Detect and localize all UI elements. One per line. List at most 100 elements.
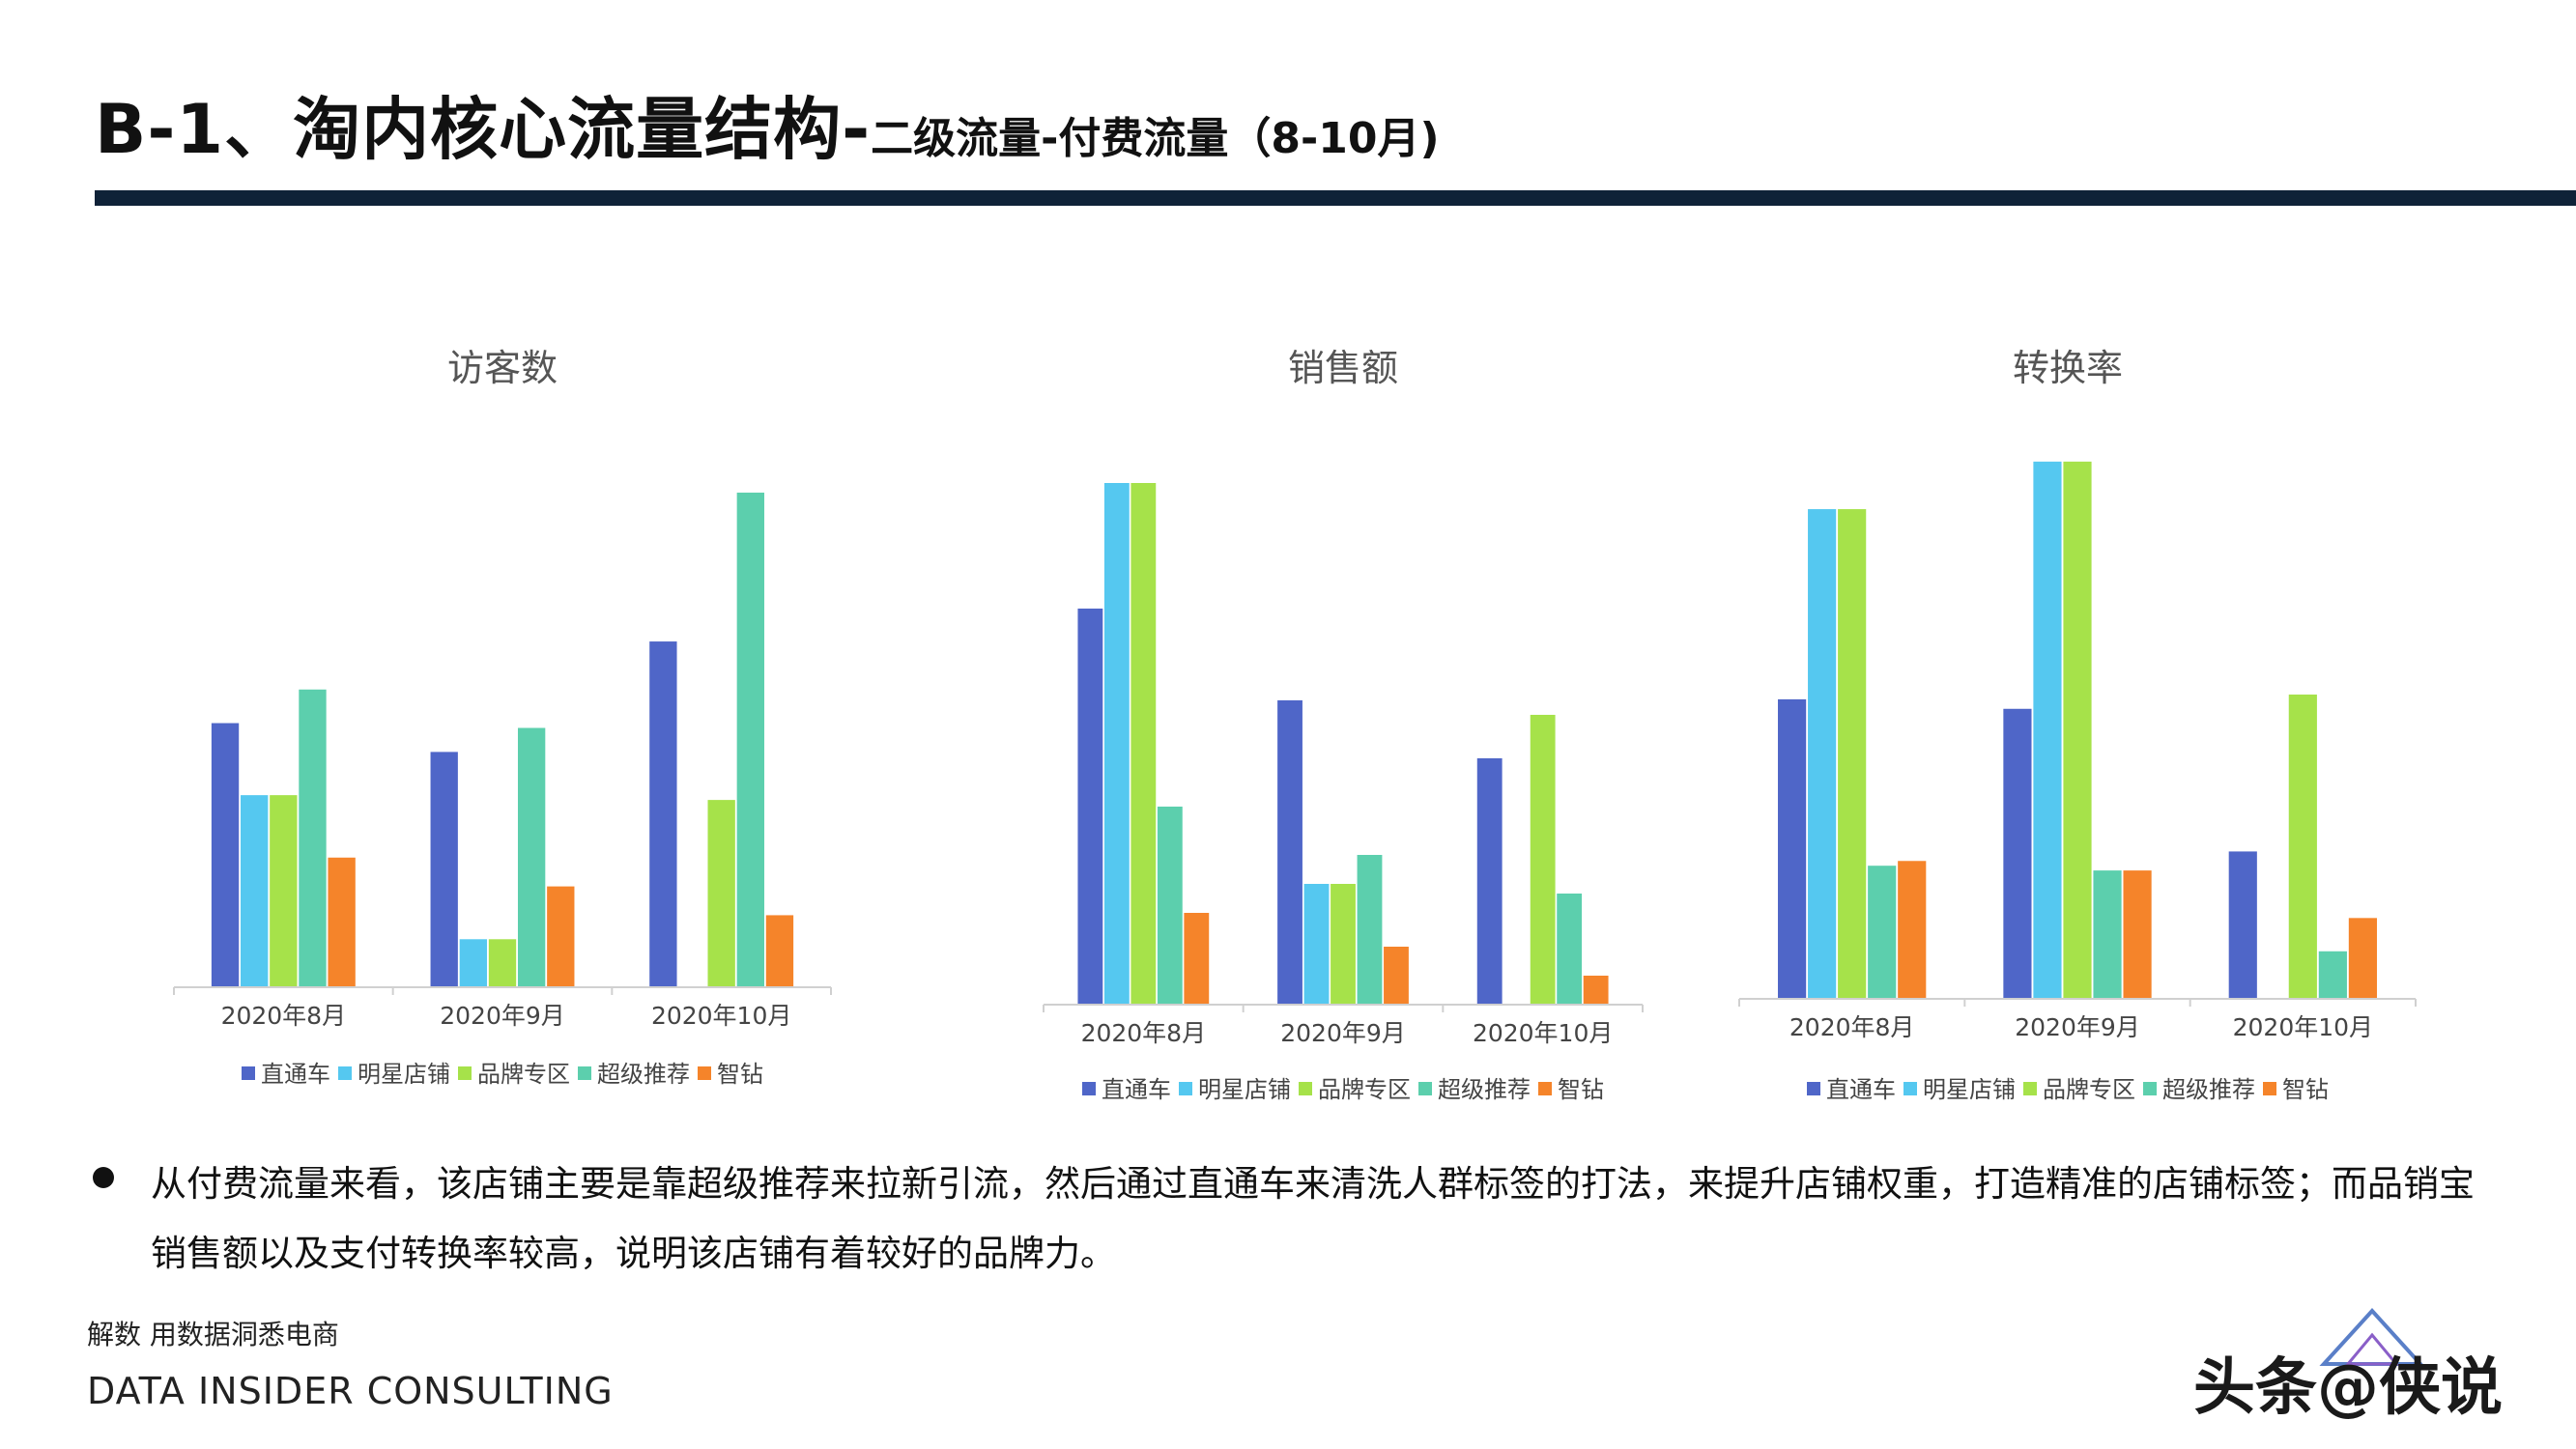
x-tick-label: 2020年8月 <box>1789 1013 1915 1041</box>
legend-item: 品牌专区 <box>1299 1070 1411 1104</box>
bar-智钻-2020年8月 <box>328 857 356 987</box>
legend-swatch <box>1807 1082 1820 1095</box>
legend-swatch <box>2023 1082 2037 1095</box>
bar-直通车-2020年8月 <box>211 723 240 987</box>
bar-品牌专区-2020年8月 <box>270 795 298 987</box>
bar-品牌专区-2020年9月 <box>1331 884 1356 1005</box>
legend-swatch <box>1299 1082 1312 1095</box>
x-tick-label: 2020年8月 <box>1081 1019 1207 1047</box>
bar-直通车-2020年9月 <box>2003 708 2032 999</box>
bar-超级推荐-2020年10月 <box>1557 894 1583 1005</box>
footer-tagline: 解数 用数据洞悉电商 <box>87 1319 339 1350</box>
legend-label: 直通车 <box>1826 1076 1896 1103</box>
legend-label: 智钻 <box>1558 1076 1604 1103</box>
chart-legend: 直通车 明星店铺 品牌专区 超级推荐 智钻 <box>1015 1070 1672 1104</box>
bar-超级推荐-2020年9月 <box>1357 855 1383 1005</box>
legend-item: 超级推荐 <box>578 1055 690 1089</box>
chart-title: 转换率 <box>2012 347 2123 389</box>
bar-超级推荐-2020年10月 <box>736 492 764 987</box>
bar-品牌专区-2020年9月 <box>2063 461 2092 999</box>
header-divider <box>95 190 2576 206</box>
legend-swatch <box>1179 1082 1192 1095</box>
legend-label: 品牌专区 <box>1318 1076 1411 1103</box>
bar-智钻-2020年9月 <box>2123 870 2152 999</box>
bar-智钻-2020年10月 <box>765 915 794 987</box>
chart-conversion: 转换率 2020年8月 2020年9月 2020年10月 直通车 明星店铺 品牌专区 超级… <box>1720 328 2417 1111</box>
legend-label: 明星店铺 <box>1198 1076 1291 1103</box>
legend-swatch <box>242 1066 255 1080</box>
bar-直通车-2020年9月 <box>1277 700 1302 1005</box>
bar-智钻-2020年8月 <box>1184 913 1210 1005</box>
x-tick-label: 2020年9月 <box>440 1002 565 1030</box>
bar-品牌专区-2020年10月 <box>707 800 735 987</box>
legend-item: 直通车 <box>1082 1070 1171 1104</box>
bar-直通车-2020年8月 <box>1077 609 1103 1005</box>
x-tick-label: 2020年9月 <box>1280 1019 1406 1047</box>
legend-label: 超级推荐 <box>2162 1076 2255 1103</box>
legend-swatch <box>458 1066 472 1080</box>
chart-plot: 2020年8月 2020年9月 2020年10月 <box>1043 483 1644 1047</box>
page-title-main: B-1、淘内核心流量结构- <box>95 90 872 169</box>
x-tick-label: 2020年10月 <box>1473 1019 1613 1047</box>
legend-item: 智钻 <box>2263 1070 2329 1104</box>
chart-plot: 2020年8月 2020年9月 2020年10月 <box>1738 461 2417 1041</box>
x-tick-label: 2020年9月 <box>2015 1013 2140 1041</box>
chart-title: 访客数 <box>446 347 558 389</box>
bar-明星店铺-2020年9月 <box>459 939 488 987</box>
bar-品牌专区-2020年8月 <box>1131 483 1157 1005</box>
legend-item: 智钻 <box>1538 1070 1604 1104</box>
legend-label: 直通车 <box>1102 1076 1171 1103</box>
watermark: 头条@侠说 <box>2193 1352 2503 1424</box>
legend-item: 明星店铺 <box>1903 1070 2016 1104</box>
x-tick-label: 2020年10月 <box>2233 1013 2373 1041</box>
bar-品牌专区-2020年9月 <box>488 939 517 987</box>
bullet-point <box>93 1167 114 1188</box>
legend-item: 品牌专区 <box>458 1055 570 1089</box>
legend-label: 品牌专区 <box>2043 1076 2135 1103</box>
bar-超级推荐-2020年9月 <box>2093 870 2122 999</box>
bar-智钻-2020年10月 <box>1583 976 1609 1005</box>
legend-swatch <box>2143 1082 2157 1095</box>
bar-直通车-2020年10月 <box>2228 851 2257 999</box>
bar-智钻-2020年9月 <box>1384 947 1409 1005</box>
chart-title: 销售额 <box>1287 347 1398 389</box>
bar-超级推荐-2020年8月 <box>299 689 327 987</box>
bar-超级推荐-2020年10月 <box>2318 951 2347 999</box>
legend-label: 明星店铺 <box>358 1061 450 1088</box>
legend-swatch <box>1082 1082 1096 1095</box>
page-title-sub: 二级流量-付费流量（8-10月) <box>871 114 1440 163</box>
bar-直通车-2020年10月 <box>1476 758 1503 1005</box>
legend-swatch <box>698 1066 711 1080</box>
legend-label: 智钻 <box>717 1061 763 1088</box>
chart-sales: 销售额 2020年8月 2020年9月 2020年10月 直通车 明星店铺 品牌专区 超级… <box>1015 328 1672 1111</box>
legend-label: 直通车 <box>261 1061 330 1088</box>
bar-明星店铺-2020年9月 <box>2033 461 2062 999</box>
legend-swatch <box>338 1066 352 1080</box>
legend-swatch <box>2263 1082 2276 1095</box>
legend-item: 直通车 <box>1807 1070 1896 1104</box>
x-tick-label: 2020年10月 <box>651 1002 791 1030</box>
bar-明星店铺-2020年8月 <box>1103 483 1130 1005</box>
bar-品牌专区-2020年10月 <box>1530 715 1556 1005</box>
brand-logo-icon <box>2319 1308 2425 1366</box>
chart-legend: 直通车 明星店铺 品牌专区 超级推荐 智钻 <box>1720 1070 2416 1104</box>
bar-明星店铺-2020年8月 <box>1808 509 1837 999</box>
bar-超级推荐-2020年9月 <box>517 727 546 987</box>
legend-label: 智钻 <box>2282 1076 2329 1103</box>
bar-智钻-2020年10月 <box>2348 918 2377 999</box>
bar-直通车-2020年10月 <box>649 641 677 987</box>
bar-直通车-2020年8月 <box>1778 698 1807 999</box>
legend-item: 直通车 <box>242 1055 330 1089</box>
footer-company: DATA INSIDER CONSULTING <box>87 1370 614 1412</box>
legend-label: 超级推荐 <box>1438 1076 1531 1103</box>
legend-label: 品牌专区 <box>477 1061 570 1088</box>
legend-item: 明星店铺 <box>1179 1070 1291 1104</box>
legend-label: 明星店铺 <box>1923 1076 2016 1103</box>
legend-item: 明星店铺 <box>338 1055 450 1089</box>
bar-超级推荐-2020年8月 <box>1868 866 1897 999</box>
legend-label: 超级推荐 <box>597 1061 690 1088</box>
bar-直通车-2020年9月 <box>430 752 458 987</box>
chart-plot: 2020年8月 2020年9月 2020年10月 <box>173 492 832 1030</box>
bar-超级推荐-2020年8月 <box>1157 807 1183 1005</box>
page-title: B-1、淘内核心流量结构-二级流量-付费流量（8-10月) <box>95 75 1440 173</box>
